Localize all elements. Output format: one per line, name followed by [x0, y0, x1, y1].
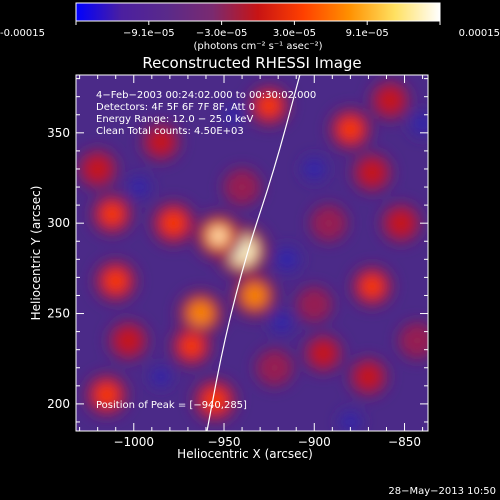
heatmap-blob-core [264, 357, 285, 378]
heatmap-dip-core [415, 117, 428, 131]
colorbar-unit: (photons cm⁻² s⁻¹ asec⁻²) [193, 41, 322, 52]
heatmap-dip-core [280, 252, 295, 267]
colorbar [75, 2, 441, 22]
heatmap-blob-core [379, 89, 401, 112]
peak-annotation: Position of Peak = [−940,285] [96, 400, 247, 411]
solar-limb-line [206, 75, 301, 431]
heatmap-blob-core [312, 342, 334, 364]
footer-timestamp: 28−May−2013 10:50 [388, 486, 496, 497]
heatmap-dip-core [275, 316, 289, 329]
heatmap-blob-core [390, 212, 412, 234]
x-tick-label: −1000 [113, 435, 154, 449]
heatmap-blob-core [150, 131, 172, 153]
energy-annotation: Energy Range: 12.0 − 25.0 keV [96, 114, 253, 125]
y-tick-label: 300 [47, 216, 70, 230]
heatmap-blob-core [407, 330, 428, 351]
heatmap-blob-core [187, 300, 214, 327]
heatmap-blob-core [361, 161, 383, 184]
heatmap-blob-core [86, 158, 109, 180]
heatmap-blob-core [304, 294, 324, 315]
x-axis-label: Heliocentric X (arcsec) [177, 447, 313, 461]
colorbar-tick-label: 3.0e−05 [273, 28, 316, 39]
clean-annotation: Clean Total counts: 4.50E+03 [96, 126, 244, 137]
chart-title: Reconstructed RHESSI Image [142, 54, 361, 72]
heatmap-blob-core [180, 334, 203, 358]
colorbar-tick-label: −3.0e−05 [196, 28, 248, 39]
heatmap-blob-core [95, 383, 119, 407]
heatmap-dip-core [307, 162, 321, 176]
detectors-annotation: Detectors: 4F 5F 6F 7F 8F, Att 0 [96, 102, 255, 113]
heatmap-dip-core [155, 371, 167, 383]
heatmap-blob-core [232, 177, 253, 197]
heatmap-blob-core [338, 117, 362, 141]
heatmap-dip-core [133, 181, 146, 194]
heatmap-blobs [76, 78, 428, 431]
colorbar-tick-label: -0.00015 [0, 28, 45, 39]
heatmap-area [76, 75, 428, 431]
heatmap-blob-core [104, 269, 128, 293]
y-tick-label: 250 [47, 307, 70, 321]
heatmap-blob-core [202, 388, 228, 413]
colorbar-tick-label: 9.1e−05 [346, 28, 389, 39]
y-axis-label: Heliocentric Y (arcsec) [29, 186, 43, 321]
x-tick-label: −950 [208, 435, 241, 449]
colorbar-tick-label: 0.00015 [459, 28, 500, 39]
colorbar-tick-label: −9.1e−05 [123, 28, 175, 39]
x-tick-label: −850 [388, 435, 421, 449]
heatmap-dip-core [344, 415, 357, 428]
plot-frame [75, 74, 429, 432]
heatmap-blob-peak [211, 228, 227, 244]
heatmap-dip-core [227, 109, 239, 121]
axis-ticks: −1000 −950 −900 −850 200 250 300 350 [47, 75, 428, 449]
heatmap-blob-core [100, 202, 124, 226]
time-range-annotation: 4−Feb−2003 00:24:02.000 to 00:30:02.000 [96, 90, 316, 101]
x-tick-label: −900 [298, 435, 331, 449]
heatmap-blob-core [161, 211, 186, 236]
heatmap-blob-core [360, 275, 384, 298]
heatmap-blob-core [242, 283, 268, 308]
y-tick-label: 350 [47, 126, 70, 140]
colorbar-ticks: -0.00015 −9.1e−05 −3.0e−05 3.0e−05 9.1e−05 0.… [0, 21, 500, 39]
heatmap-blob-core [318, 213, 339, 234]
heatmap-blob-core [117, 329, 140, 352]
heatmap-blob-core [257, 94, 281, 117]
y-tick-label: 200 [47, 397, 70, 411]
heatmap-blob-core [358, 366, 379, 388]
